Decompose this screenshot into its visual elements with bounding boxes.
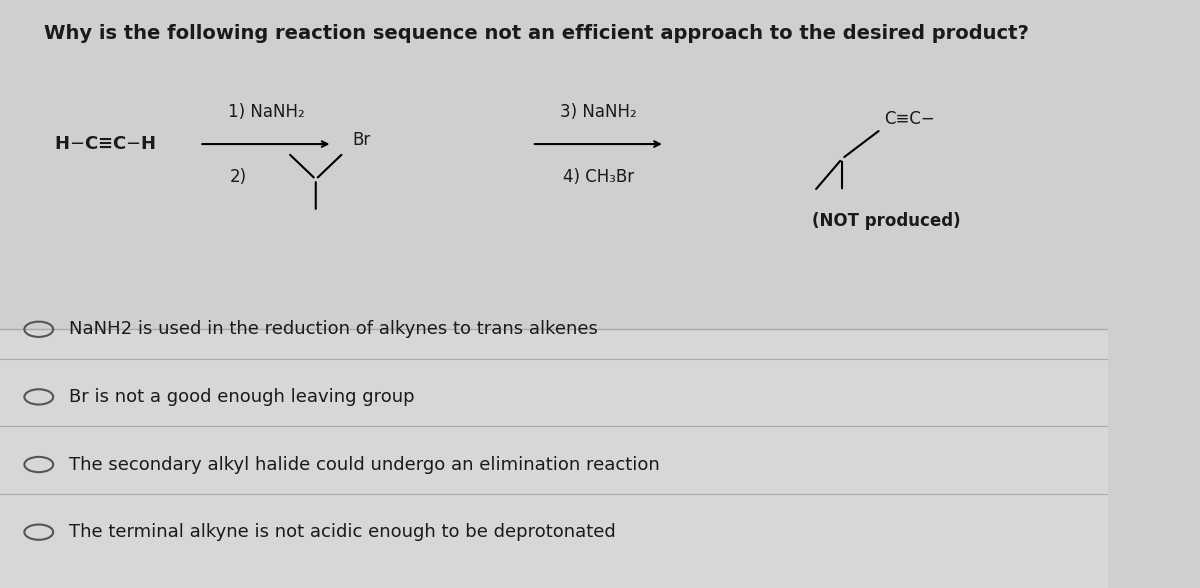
Text: H$-$C≡C$-$H: H$-$C≡C$-$H xyxy=(54,135,156,153)
Text: NaNH2 is used in the reduction of alkynes to trans alkenes: NaNH2 is used in the reduction of alkyne… xyxy=(68,320,598,338)
Text: 1) NaNH₂: 1) NaNH₂ xyxy=(228,102,305,121)
FancyBboxPatch shape xyxy=(0,35,1108,341)
Text: Br: Br xyxy=(353,131,371,149)
Text: Br is not a good enough leaving group: Br is not a good enough leaving group xyxy=(68,388,414,406)
Text: (NOT produced): (NOT produced) xyxy=(812,212,961,230)
Text: Why is the following reaction sequence not an efficient approach to the desired : Why is the following reaction sequence n… xyxy=(44,24,1030,42)
FancyBboxPatch shape xyxy=(0,329,1108,588)
Text: The terminal alkyne is not acidic enough to be deprotonated: The terminal alkyne is not acidic enough… xyxy=(68,523,616,541)
Text: 3) NaNH₂: 3) NaNH₂ xyxy=(560,102,637,121)
Text: The secondary alkyl halide could undergo an elimination reaction: The secondary alkyl halide could undergo… xyxy=(68,456,660,473)
Text: 2): 2) xyxy=(229,168,247,186)
Text: C≡C−: C≡C− xyxy=(884,110,935,128)
Text: 4) CH₃Br: 4) CH₃Br xyxy=(563,168,634,186)
